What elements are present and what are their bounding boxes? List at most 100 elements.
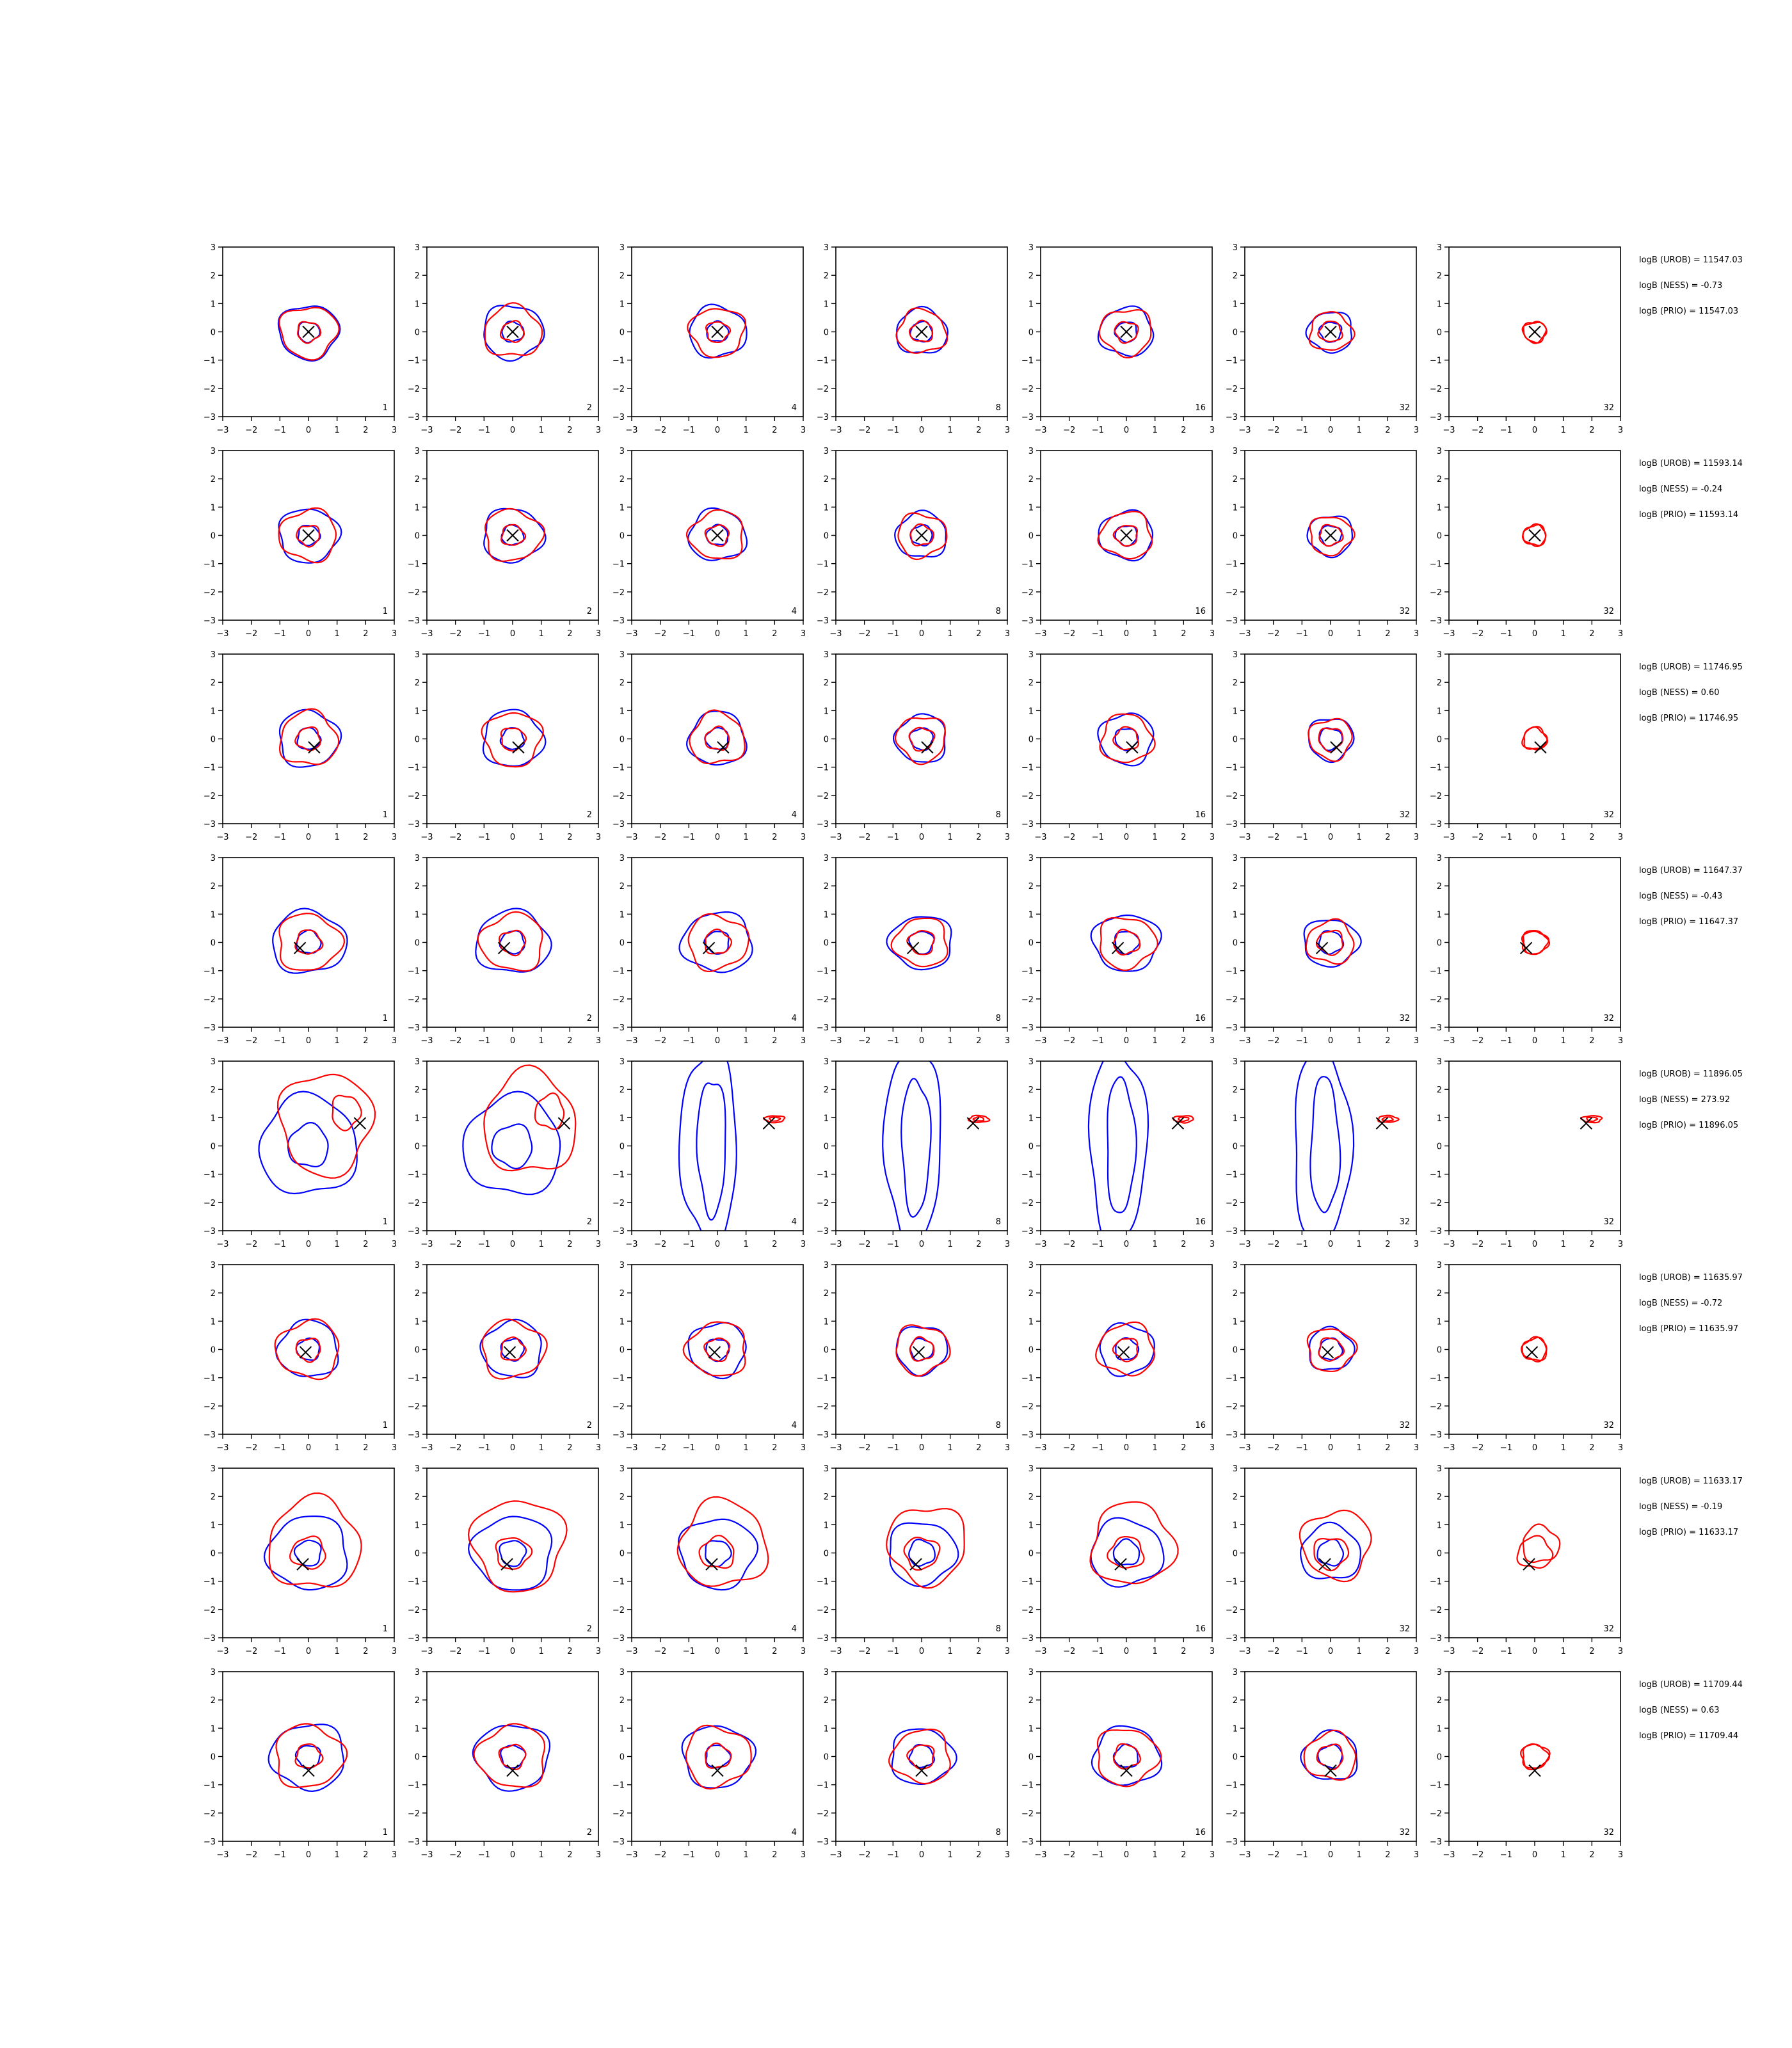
x-tick-label: −1 xyxy=(683,426,695,435)
y-tick-label: 0 xyxy=(1028,328,1034,338)
truth-marker xyxy=(717,741,730,754)
y-tick-label: 1 xyxy=(824,1724,829,1734)
truth-marker xyxy=(915,1764,928,1777)
x-tick-label: −1 xyxy=(274,629,286,639)
y-tick-label: 0 xyxy=(824,1142,829,1152)
logb-annotation: logB (NESS) = -0.24 xyxy=(1639,484,1722,494)
panel-r1-c5: −3−3 −2 −2 −1 −1 0 0 1 1 2 2 3 3 16 xyxy=(1021,243,1215,435)
x-tick-label: 1 xyxy=(948,1240,953,1249)
blue-contour xyxy=(705,1540,732,1568)
panel-label: 2 xyxy=(587,403,592,413)
red-contour xyxy=(1099,713,1156,764)
y-tick-label: −3 xyxy=(817,1430,829,1440)
y-tick-label: −1 xyxy=(1430,1374,1442,1384)
y-tick-label: −1 xyxy=(204,1374,216,1384)
y-tick-label: 2 xyxy=(1028,882,1034,892)
y-tick-label: −2 xyxy=(817,792,829,801)
x-tick-label: −2 xyxy=(654,1443,666,1453)
y-tick-label: 2 xyxy=(415,678,420,688)
panel-label: 32 xyxy=(1399,1624,1410,1634)
red-contour xyxy=(1107,1535,1145,1569)
truth-marker xyxy=(506,529,519,542)
y-tick-label: 0 xyxy=(824,1549,829,1559)
x-tick-label: −2 xyxy=(1471,629,1484,639)
y-tick-label: 0 xyxy=(1233,532,1238,541)
x-tick-label: 2 xyxy=(363,426,368,435)
x-tick-label: −2 xyxy=(1267,426,1279,435)
panel-r5-c6: −3−3 −2 −2 −1 −1 0 0 1 1 2 2 3 3 32 xyxy=(1226,1057,1419,1249)
x-tick-label: 0 xyxy=(510,1036,515,1046)
x-tick-label: 1 xyxy=(744,1443,749,1453)
red-contour xyxy=(895,307,948,354)
x-tick-label: −1 xyxy=(1092,833,1104,842)
x-tick-label: 1 xyxy=(948,629,953,639)
x-tick-label: 0 xyxy=(919,833,924,842)
truth-marker xyxy=(762,1117,776,1130)
x-tick-label: −3 xyxy=(420,426,433,435)
y-tick-label: 1 xyxy=(1437,910,1442,920)
y-tick-label: 0 xyxy=(415,1346,420,1356)
y-tick-label: 0 xyxy=(1028,939,1034,948)
y-tick-label: 1 xyxy=(824,1114,829,1123)
x-tick-label: −2 xyxy=(1063,1036,1075,1046)
x-tick-label: 3 xyxy=(1414,1443,1419,1453)
x-tick-label: −2 xyxy=(1267,1850,1279,1860)
y-tick-label: 1 xyxy=(415,910,420,920)
blue-contour xyxy=(1091,1725,1163,1786)
x-tick-label: 3 xyxy=(392,1850,397,1860)
y-tick-label: 3 xyxy=(1028,650,1034,660)
red-contour xyxy=(1522,1743,1551,1769)
y-tick-label: 1 xyxy=(1233,1114,1238,1123)
panel-r1-c3: −3−3 −2 −2 −1 −1 0 0 1 1 2 2 3 3 4 xyxy=(612,243,806,435)
panel-label: 2 xyxy=(587,1624,592,1634)
y-tick-label: −1 xyxy=(1226,1171,1238,1180)
x-tick-label: −3 xyxy=(420,1240,433,1249)
y-tick-label: −1 xyxy=(1226,1781,1238,1791)
x-tick-label: 3 xyxy=(1414,629,1419,639)
y-tick-label: −2 xyxy=(1021,995,1034,1005)
x-tick-label: −2 xyxy=(245,1647,257,1656)
y-tick-label: 2 xyxy=(1437,1696,1442,1706)
x-tick-label: −1 xyxy=(1296,426,1308,435)
x-tick-label: 2 xyxy=(363,629,368,639)
blue-contour xyxy=(263,1516,348,1591)
x-tick-label: 0 xyxy=(919,629,924,639)
panel-r4-c4: −3−3 −2 −2 −1 −1 0 0 1 1 2 2 3 3 8 xyxy=(817,854,1010,1046)
panel-label: 32 xyxy=(1399,1828,1410,1837)
truth-marker xyxy=(1528,529,1541,542)
panel-r3-c1: −3−3 −2 −2 −1 −1 0 0 1 1 2 2 3 3 1 xyxy=(204,650,397,842)
x-tick-label: −1 xyxy=(683,833,695,842)
y-tick-label: −1 xyxy=(1021,560,1034,570)
y-tick-label: 3 xyxy=(824,1668,829,1677)
x-tick-label: 2 xyxy=(1385,1036,1390,1046)
red-contour xyxy=(477,911,543,972)
y-tick-label: 0 xyxy=(211,1549,216,1559)
red-contour xyxy=(687,913,750,973)
y-tick-label: 0 xyxy=(415,939,420,948)
y-tick-label: 2 xyxy=(1028,1492,1034,1502)
x-tick-label: −1 xyxy=(274,1036,286,1046)
y-tick-label: 3 xyxy=(1437,1668,1442,1677)
truth-marker xyxy=(299,1346,312,1359)
x-tick-label: −2 xyxy=(858,426,870,435)
y-tick-label: 0 xyxy=(1437,1142,1442,1152)
x-tick-label: −1 xyxy=(478,833,490,842)
plot-area xyxy=(681,1724,757,1790)
x-tick-label: 1 xyxy=(1153,1850,1158,1860)
plot-area xyxy=(1091,1725,1163,1788)
red-contour xyxy=(1586,1116,1599,1123)
y-tick-label: −2 xyxy=(612,792,625,801)
x-tick-label: 2 xyxy=(1181,1850,1186,1860)
y-tick-label: −1 xyxy=(1226,560,1238,570)
x-tick-label: −1 xyxy=(478,1443,490,1453)
truth-marker xyxy=(506,1764,519,1777)
x-tick-label: 3 xyxy=(1210,1036,1215,1046)
red-contour xyxy=(1112,1338,1139,1363)
y-tick-label: 2 xyxy=(824,1085,829,1095)
logb-annotation: logB (UROB) = 11635.97 xyxy=(1639,1273,1743,1283)
truth-marker xyxy=(1375,1117,1389,1130)
y-tick-label: −2 xyxy=(1021,385,1034,394)
y-tick-label: 0 xyxy=(1437,532,1442,541)
x-tick-label: −1 xyxy=(1296,1443,1308,1453)
y-tick-label: −2 xyxy=(1226,1402,1238,1412)
